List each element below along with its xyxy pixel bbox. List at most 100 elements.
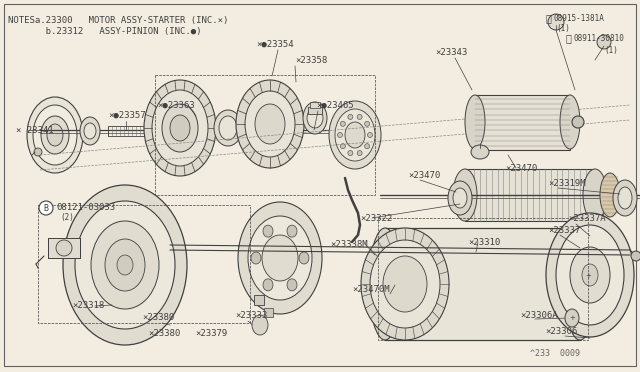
Ellipse shape [41, 116, 69, 154]
Text: ×23470: ×23470 [505, 164, 537, 173]
Ellipse shape [75, 201, 175, 329]
Text: ×23337: ×23337 [548, 225, 580, 234]
Ellipse shape [357, 151, 362, 155]
Ellipse shape [345, 122, 365, 148]
Bar [155, 75, 375, 195]
Ellipse shape [33, 105, 77, 165]
Ellipse shape [307, 108, 323, 128]
Text: ×23338M: ×23338M [330, 240, 367, 248]
Bar [465, 169, 595, 221]
Ellipse shape [369, 228, 401, 340]
Bar [38, 205, 250, 323]
Ellipse shape [361, 228, 449, 340]
Ellipse shape [383, 256, 427, 312]
Ellipse shape [329, 101, 381, 169]
Ellipse shape [299, 252, 309, 264]
Text: ×23380: ×23380 [148, 330, 180, 339]
Text: (2): (2) [60, 212, 74, 221]
Ellipse shape [262, 235, 298, 281]
Ellipse shape [340, 121, 346, 126]
Ellipse shape [303, 102, 327, 134]
Circle shape [39, 201, 53, 215]
Text: ⓝ: ⓝ [566, 33, 572, 43]
Bar [378, 218, 588, 340]
Ellipse shape [548, 14, 564, 30]
Ellipse shape [287, 225, 297, 237]
Ellipse shape [248, 216, 312, 300]
Bar [385, 228, 580, 340]
Ellipse shape [162, 104, 198, 152]
Ellipse shape [236, 80, 304, 168]
Text: ×23310: ×23310 [468, 237, 500, 247]
Bar [475, 95, 570, 150]
Ellipse shape [367, 132, 372, 138]
Ellipse shape [448, 181, 472, 215]
Ellipse shape [546, 213, 634, 337]
Ellipse shape [465, 95, 485, 149]
Ellipse shape [631, 251, 640, 261]
Ellipse shape [144, 80, 216, 176]
Bar [256, 268, 267, 277]
Ellipse shape [348, 115, 353, 119]
Text: ×23322: ×23322 [360, 214, 392, 222]
Ellipse shape [63, 185, 187, 345]
Ellipse shape [583, 169, 607, 221]
Bar [310, 102, 320, 108]
Text: ×23318: ×23318 [72, 301, 104, 311]
Text: ×23380: ×23380 [142, 314, 174, 323]
Bar [48, 238, 80, 258]
Ellipse shape [117, 255, 133, 275]
Text: ⓜ: ⓜ [546, 13, 552, 23]
Text: 08121-03033: 08121-03033 [56, 202, 115, 212]
Ellipse shape [565, 309, 579, 327]
Text: × 23341: × 23341 [16, 125, 54, 135]
Ellipse shape [84, 123, 96, 139]
Ellipse shape [365, 121, 370, 126]
Bar [308, 107, 322, 114]
Bar [108, 126, 144, 136]
Ellipse shape [287, 279, 297, 291]
Text: ×23337A: ×23337A [568, 214, 605, 222]
Ellipse shape [252, 315, 268, 335]
Ellipse shape [219, 116, 237, 140]
Ellipse shape [365, 144, 370, 149]
Ellipse shape [238, 202, 322, 314]
Ellipse shape [245, 91, 295, 157]
Text: 08915-1381A: 08915-1381A [554, 13, 605, 22]
Ellipse shape [91, 221, 159, 309]
Ellipse shape [370, 240, 440, 328]
Ellipse shape [170, 115, 190, 141]
Ellipse shape [214, 110, 242, 146]
Text: 08911-30810: 08911-30810 [573, 33, 624, 42]
Ellipse shape [570, 247, 610, 303]
Text: ×●23357: ×●23357 [108, 110, 146, 119]
Text: b.23312   ASSY-PINION (INC.●): b.23312 ASSY-PINION (INC.●) [8, 27, 202, 36]
Ellipse shape [105, 239, 145, 291]
Ellipse shape [335, 109, 375, 161]
Text: ×23470: ×23470 [408, 170, 440, 180]
Ellipse shape [251, 252, 261, 264]
Ellipse shape [453, 169, 477, 221]
Ellipse shape [47, 124, 63, 146]
Text: ×23333: ×23333 [235, 311, 268, 321]
Text: ^233  0009: ^233 0009 [530, 349, 580, 358]
Ellipse shape [597, 35, 611, 49]
Text: ×23379: ×23379 [195, 330, 227, 339]
Ellipse shape [34, 148, 42, 156]
Ellipse shape [618, 187, 632, 209]
Bar [250, 255, 262, 265]
Ellipse shape [348, 151, 353, 155]
Text: ×23343: ×23343 [435, 48, 467, 57]
Text: ×23306A: ×23306A [520, 311, 557, 320]
Ellipse shape [80, 117, 100, 145]
Text: ×●23354: ×●23354 [256, 39, 294, 48]
Ellipse shape [337, 132, 342, 138]
Text: NOTESa.23300   MOTOR ASSY-STARTER (INC.×): NOTESa.23300 MOTOR ASSY-STARTER (INC.×) [8, 16, 228, 25]
Bar [254, 295, 264, 305]
Ellipse shape [263, 279, 273, 291]
Ellipse shape [560, 95, 580, 149]
Bar [264, 308, 273, 317]
Ellipse shape [582, 264, 598, 286]
Bar [238, 245, 252, 257]
Text: B: B [44, 203, 49, 212]
